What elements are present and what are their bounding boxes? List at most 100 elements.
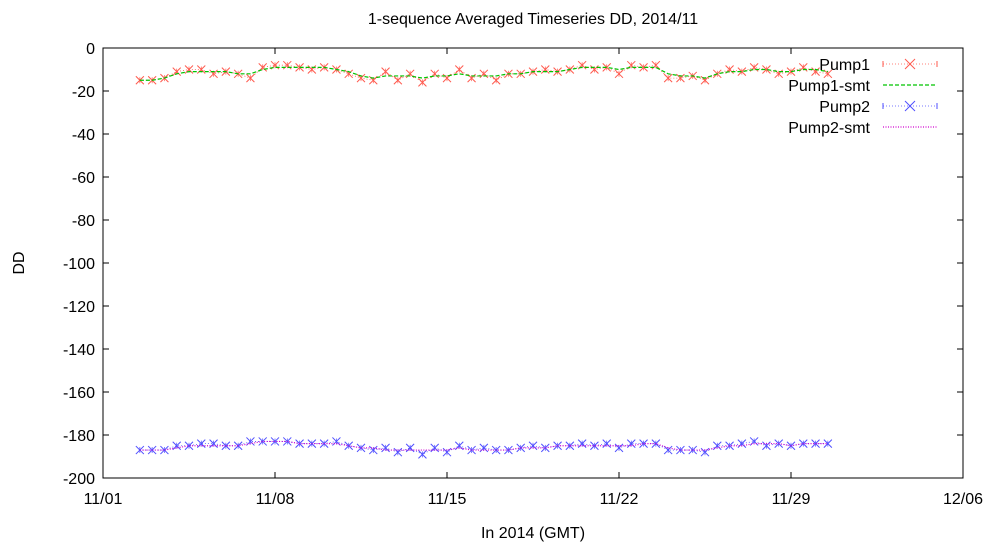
legend: Pump1 Pump1-smt Pump2 Pump2-smt (788, 57, 938, 137)
y-tick-label: -40 (72, 127, 95, 144)
data-point (626, 439, 636, 448)
x-axis-label: In 2014 (GMT) (481, 525, 585, 542)
y-tick-label: -120 (63, 299, 95, 316)
data-point (565, 441, 575, 451)
legend-label: Pump1-smt (788, 78, 870, 95)
data-point (393, 75, 403, 85)
data-point (737, 439, 747, 448)
data-point (381, 67, 390, 77)
chart-title: 1-sequence Averaged Timeseries DD, 2014/… (368, 11, 698, 28)
legend-marker (904, 100, 916, 112)
legend-label: Pump2 (819, 99, 870, 116)
data-point (663, 445, 673, 455)
data-point (614, 69, 624, 79)
data-point (454, 65, 464, 74)
y-axis-label: DD (11, 251, 28, 274)
data-point (356, 443, 366, 453)
data-point (184, 441, 194, 451)
data-point (344, 69, 354, 79)
data-point (356, 73, 366, 83)
y-tick-label: -180 (63, 428, 95, 445)
data-point (221, 441, 231, 451)
data-point (430, 443, 440, 453)
data-point (467, 445, 476, 455)
y-tick-label: -20 (72, 84, 95, 101)
data-point (540, 65, 550, 74)
series-line (139, 66, 828, 81)
x-tick-label: 11/15 (428, 491, 467, 508)
data-point (209, 439, 218, 448)
y-tick-label: -60 (72, 170, 95, 187)
data-point (209, 69, 218, 79)
x-tick-label: 12/06 (943, 491, 983, 508)
y-axis: 0 -20 -40 -60 -80 -100 -120 -140 -160 -180 -200 (63, 41, 963, 488)
data-point (160, 445, 169, 455)
data-point (614, 443, 624, 453)
x-tick-label: 11/29 (772, 491, 811, 508)
data-point (811, 439, 820, 448)
legend-label: Pump2-smt (788, 120, 870, 137)
data-point (295, 62, 304, 72)
series-pump1-smt (139, 66, 828, 81)
x-tick-label: 11/01 (84, 491, 123, 508)
y-tick-label: -100 (63, 256, 95, 273)
data-point (528, 441, 538, 451)
y-tick-label: -160 (63, 385, 95, 402)
legend-label: Pump1 (819, 57, 870, 74)
series-layer (135, 60, 833, 459)
series-pump2-smt (139, 440, 828, 451)
data-point (147, 445, 157, 455)
y-tick-label: 0 (86, 41, 95, 58)
data-point (418, 78, 427, 87)
y-tick-label: -140 (63, 342, 95, 359)
data-point (184, 65, 194, 74)
data-point (602, 439, 612, 448)
data-point (553, 441, 562, 451)
data-point (639, 439, 648, 448)
data-point (700, 75, 710, 85)
data-point (418, 449, 427, 459)
data-point (786, 67, 796, 77)
x-tick-label: 11/08 (256, 491, 295, 508)
series-pump2 (135, 437, 833, 459)
series-pump1 (135, 60, 833, 87)
data-point (639, 62, 648, 72)
data-point (590, 65, 599, 74)
data-point (172, 441, 182, 451)
x-axis: 11/01 11/08 11/15 11/22 11/29 12/06 (84, 48, 983, 508)
data-point (172, 67, 182, 77)
data-point (442, 447, 452, 457)
data-point (737, 67, 747, 77)
data-point (381, 443, 390, 453)
data-point (196, 439, 206, 448)
data-point (663, 73, 673, 83)
data-point (405, 443, 415, 453)
data-point (233, 441, 243, 451)
data-point (688, 445, 698, 455)
data-point (823, 69, 833, 79)
data-point (651, 60, 661, 70)
data-point (246, 73, 255, 83)
data-point (368, 445, 378, 455)
data-point (676, 73, 685, 83)
data-point (344, 441, 354, 451)
data-point (577, 439, 587, 448)
data-point (762, 441, 771, 451)
data-point (700, 447, 710, 457)
series-line (139, 440, 828, 451)
data-point (590, 441, 599, 451)
data-point (258, 437, 268, 446)
data-point (540, 443, 550, 453)
data-point (282, 60, 292, 70)
data-point (479, 443, 489, 453)
data-point (676, 445, 685, 455)
legend-marker (904, 58, 916, 70)
data-point (491, 75, 501, 85)
data-point (762, 65, 771, 74)
data-point (307, 65, 317, 74)
data-point (393, 447, 403, 457)
x-tick-label: 11/22 (600, 491, 639, 508)
data-point (602, 62, 612, 72)
y-tick-label: -80 (72, 213, 95, 230)
